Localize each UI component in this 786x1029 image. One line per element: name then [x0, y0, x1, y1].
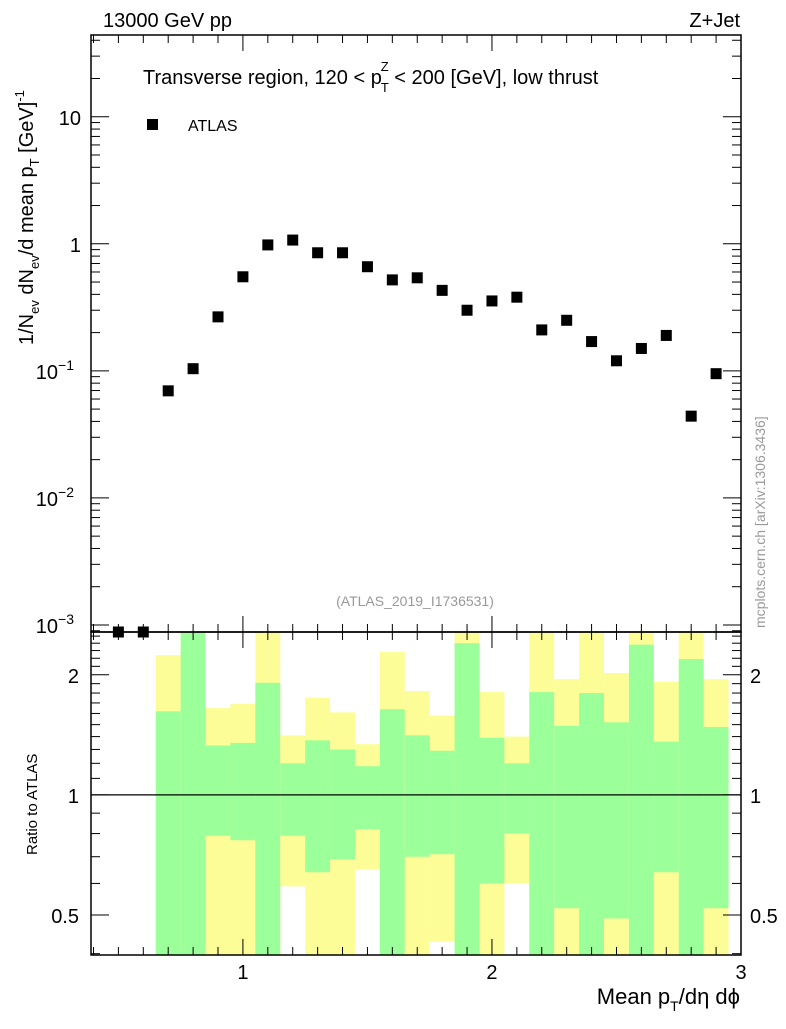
ratio-y-tick-label-right: 0.5 [750, 906, 778, 928]
data-point [610, 355, 622, 367]
ratio-y-tick-label-right: 1 [750, 786, 761, 808]
analysis-label: (ATLAS_2019_I1736531) [336, 593, 494, 609]
ylabel-d: [GeV] [16, 102, 38, 159]
data-point [386, 274, 398, 286]
legend-marker [147, 119, 158, 130]
data-point [461, 304, 473, 316]
title-a: Transverse region, 120 < p [143, 67, 382, 89]
legend-label: ATLAS [188, 118, 238, 135]
green-band-bin [379, 709, 405, 955]
green-band-bin [255, 682, 281, 955]
ratio-bands [155, 632, 729, 955]
ratio-y-tick-label-right: 2 [750, 666, 761, 688]
xlabel-a: Mean p [597, 984, 670, 1009]
data-point [536, 324, 548, 336]
x-axis-label: Mean pT/dη dϕ [597, 984, 740, 1014]
ratio-y-tick-label-left: 0.5 [51, 906, 79, 928]
x-tick-label: 3 [735, 962, 746, 984]
ylabel-sup: -1 [12, 90, 27, 102]
y-tick-label: 10 [59, 108, 81, 130]
ratio-y-tick-label-left: 2 [68, 666, 79, 688]
data-point [187, 363, 199, 375]
data-point [710, 368, 722, 380]
data-point [162, 385, 174, 397]
green-band-bin [454, 643, 480, 955]
x-tick-label: 2 [486, 962, 497, 984]
data-point [660, 329, 672, 341]
data-point [511, 291, 523, 303]
data-point [685, 410, 697, 422]
green-band-bin [205, 745, 231, 836]
data-point [436, 284, 448, 296]
green-band-bin [653, 741, 679, 873]
ylabel-s1: ev [27, 300, 42, 314]
green-band-bin [579, 693, 605, 955]
green-band-bin [230, 742, 256, 841]
green-band-bin [180, 632, 206, 955]
green-band-bin [504, 763, 530, 834]
ylabel-b: dN [16, 269, 38, 300]
title-b: < 200 [GeV], low thrust [389, 67, 599, 89]
ylabel-a: 1/N [16, 314, 38, 345]
green-band-bin [404, 735, 430, 857]
title-sup: Z [381, 59, 389, 74]
green-band-bin [330, 749, 355, 860]
header-left: 13000 GeV pp [103, 10, 232, 32]
green-band-bin [305, 740, 331, 873]
data-point [312, 247, 324, 259]
data-point [212, 311, 224, 323]
x-tick-label: 1 [237, 962, 248, 984]
ratio-y-tick-label-left: 1 [68, 786, 79, 808]
data-point [287, 234, 299, 246]
y-tick-label: 10−3 [36, 611, 74, 638]
header-right: Z+Jet [689, 10, 740, 32]
title-sub: T [381, 80, 389, 95]
plot-title: Transverse region, 120 < pTZ < 200 [GeV]… [143, 59, 599, 95]
green-band-bin [429, 750, 455, 855]
side-label: mcplots.cern.ch [arXiv:1306.3436] [752, 416, 768, 628]
ylabel-s3: T [27, 158, 42, 166]
ylabel-s2: ev [27, 255, 42, 269]
ratio-plot-frame [90, 631, 742, 956]
green-band-bin [529, 692, 555, 955]
y-axis-label: 1/Nev dNev/d mean pT [GeV]-1 [12, 90, 42, 345]
ylabel-c: /d mean p [16, 166, 38, 255]
data-point [586, 336, 598, 348]
data-point [262, 239, 274, 251]
data-point [561, 314, 573, 326]
green-band-bin [604, 722, 629, 919]
data-point [486, 295, 498, 307]
green-band-bin [354, 766, 380, 830]
green-band-bin [678, 659, 704, 955]
data-point [411, 272, 423, 284]
y-tick-label: 10−1 [36, 357, 74, 384]
data-markers [112, 234, 722, 638]
xlabel-b: /dη dϕ [679, 984, 740, 1009]
y-tick-label: 10−2 [36, 484, 74, 511]
data-point [237, 271, 249, 283]
xlabel-sub: T [670, 998, 679, 1014]
axes: 1 2 3 10 1 10−1 10−2 10−3 0.5 0.5 1 1 2 2 [36, 34, 778, 984]
green-band-bin [703, 726, 729, 909]
green-band-bin [479, 737, 505, 884]
data-point [361, 261, 373, 273]
green-band-bin [554, 725, 580, 909]
ratio-y-axis-label: Ratio to ATLAS [24, 754, 41, 855]
green-band-bin [280, 763, 306, 836]
green-band-bin [628, 644, 654, 955]
data-point [635, 342, 647, 354]
y-tick-label: 1 [70, 235, 81, 257]
data-point [337, 247, 349, 259]
green-band-bin [155, 711, 181, 955]
